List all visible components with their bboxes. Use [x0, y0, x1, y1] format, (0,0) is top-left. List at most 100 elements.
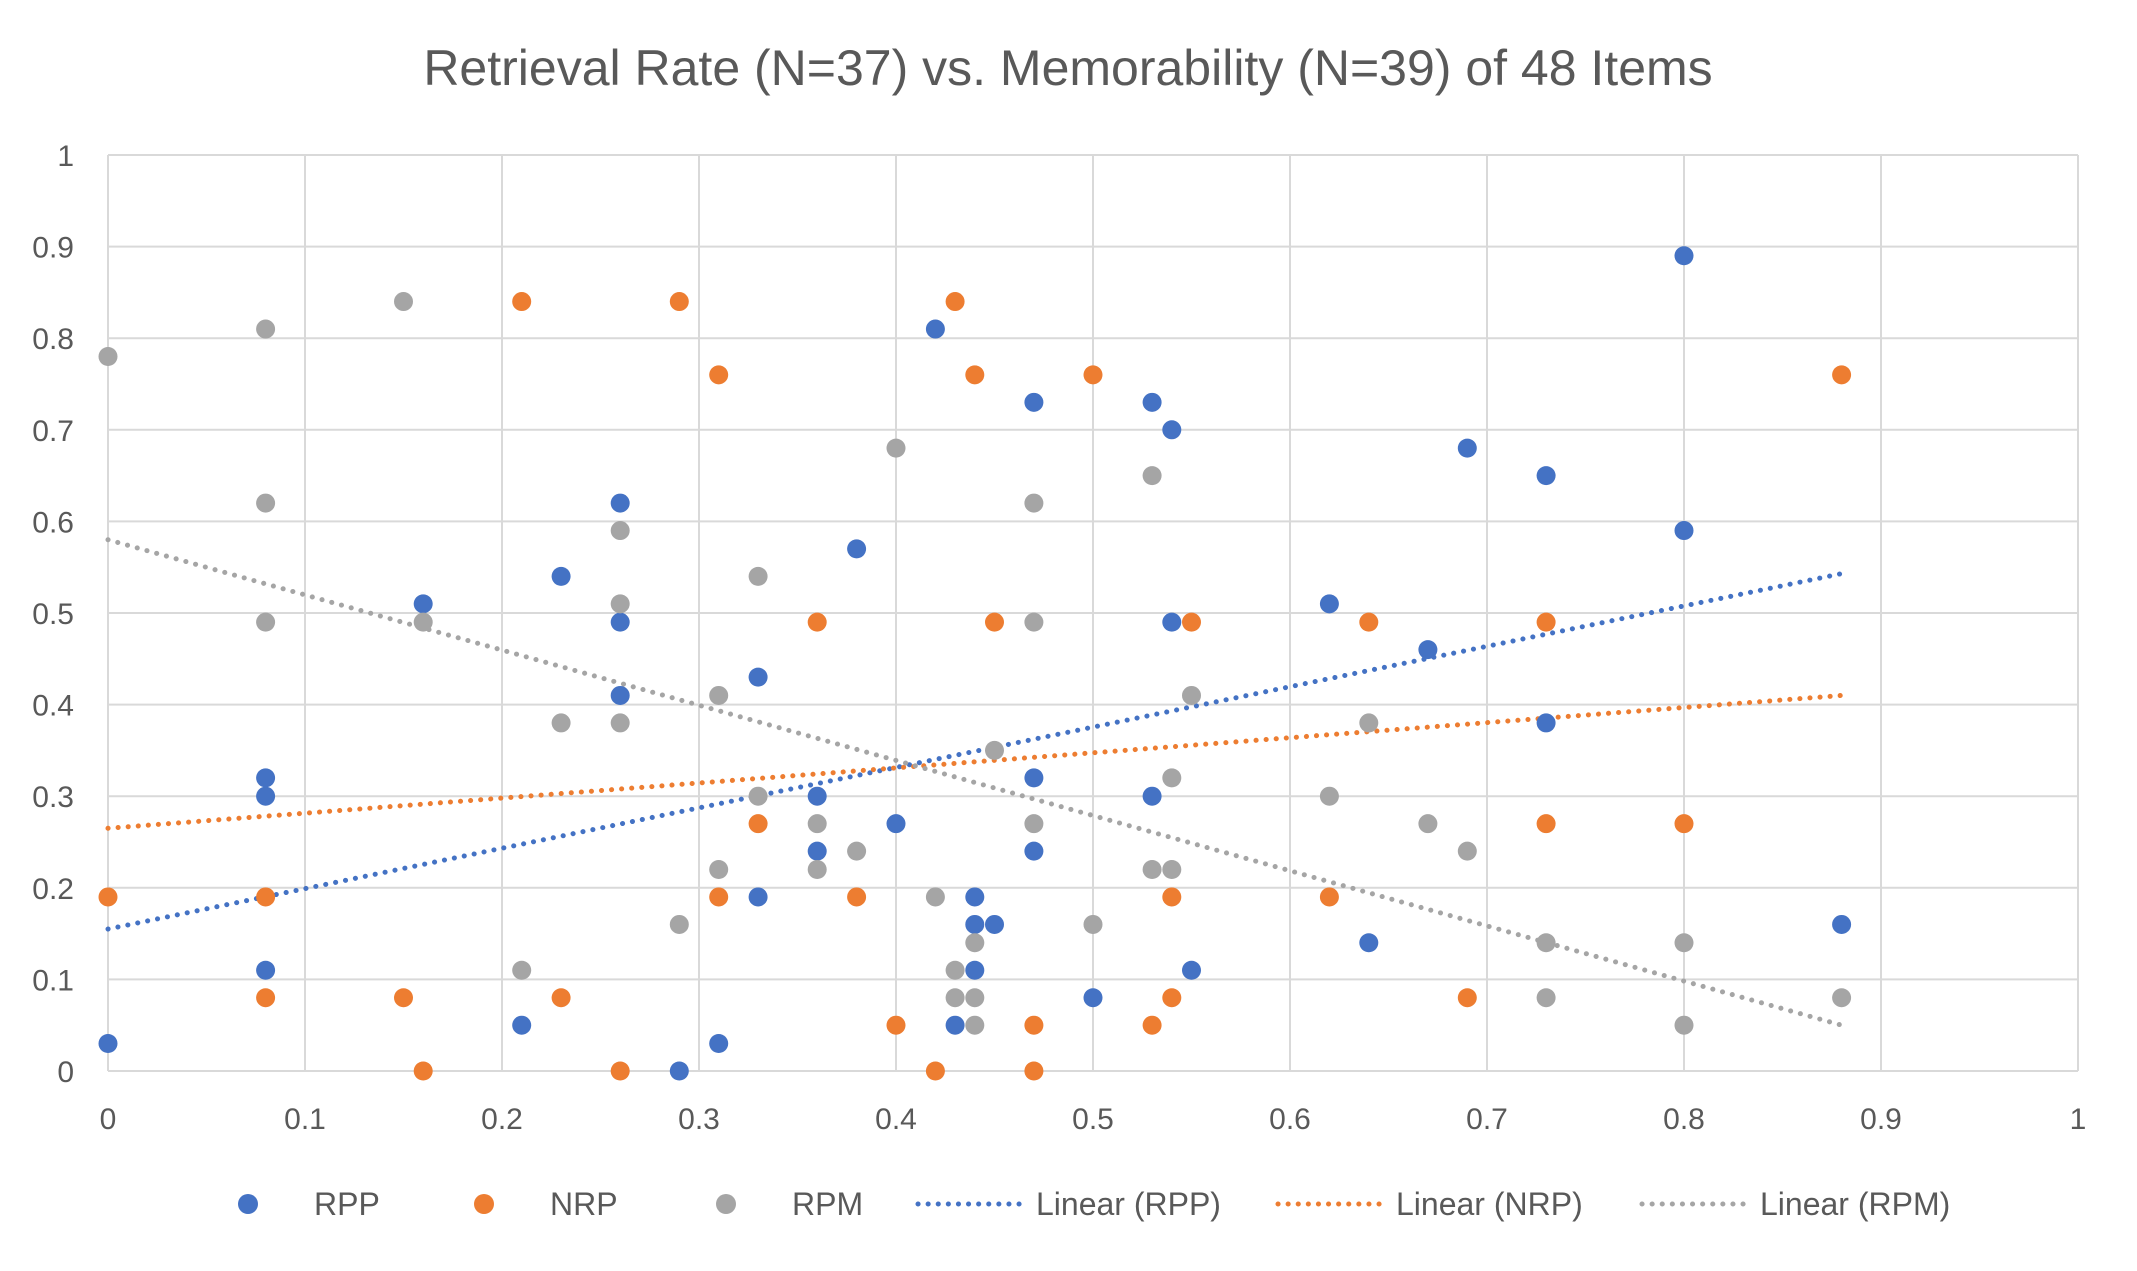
point-rpm	[945, 988, 965, 1008]
trendline-linear-nrp	[105, 692, 1845, 831]
point-rpm	[985, 740, 1004, 760]
point-nrp	[1319, 887, 1339, 907]
point-rpp	[965, 914, 985, 934]
legend: RPP NRP RPM Linear (RPP) Linear (NRP) Linear …	[238, 1186, 1950, 1222]
point-rpp	[551, 566, 571, 586]
y-tick-label: 0.6	[32, 506, 74, 539]
point-rpm	[807, 859, 827, 879]
point-rpm	[256, 493, 276, 513]
point-nrp	[1083, 365, 1103, 385]
point-rpp	[413, 594, 433, 614]
point-nrp	[394, 988, 413, 1008]
point-rpm	[256, 319, 276, 339]
point-rpp	[748, 887, 768, 907]
point-rpp	[1024, 768, 1044, 788]
y-tick-label: 0.1	[32, 964, 74, 997]
x-tick-label: 0.2	[481, 1103, 523, 1136]
legend-label: RPP	[314, 1186, 380, 1222]
point-rpm	[610, 594, 630, 614]
point-rpp	[1182, 960, 1201, 980]
point-rpp	[610, 685, 630, 705]
point-rpp	[1536, 713, 1556, 733]
point-rpm	[709, 685, 729, 705]
point-rpp	[1083, 988, 1103, 1008]
y-tick-label: 0.8	[32, 323, 74, 356]
point-rpp	[1319, 594, 1339, 614]
point-rpm	[847, 841, 867, 861]
point-nrp	[1024, 1015, 1044, 1035]
legend-label: RPM	[792, 1186, 863, 1222]
legend-item-nrp: NRP	[474, 1186, 618, 1222]
point-rpm	[1142, 859, 1162, 879]
point-nrp	[709, 365, 729, 385]
legend-label: Linear (RPP)	[1036, 1186, 1221, 1222]
point-rpp	[256, 960, 276, 980]
x-tick-label: 0.7	[1466, 1103, 1508, 1136]
point-rpp	[886, 814, 906, 834]
point-rpp	[1674, 246, 1694, 266]
legend-label: Linear (NRP)	[1396, 1186, 1583, 1222]
point-nrp	[669, 292, 689, 312]
point-rpm	[1674, 1015, 1694, 1035]
point-nrp	[709, 887, 729, 907]
point-rpp	[847, 539, 867, 559]
legend-item-trendline: Linear (NRP)	[1275, 1186, 1583, 1222]
point-nrp	[886, 1015, 906, 1035]
point-nrp	[985, 612, 1004, 632]
point-rpp	[1418, 640, 1438, 660]
legend-label: NRP	[550, 1186, 618, 1222]
point-nrp	[1457, 988, 1477, 1008]
point-rpm	[1536, 988, 1556, 1008]
point-nrp	[1182, 612, 1201, 632]
y-tick-label: 0.2	[32, 873, 74, 906]
point-rpp	[985, 914, 1004, 934]
point-nrp	[1142, 1015, 1162, 1035]
point-rpm	[1359, 713, 1379, 733]
point-rpm	[925, 887, 945, 907]
legend-item-rpp: RPP	[238, 1186, 380, 1222]
x-tick-label: 0.9	[1860, 1103, 1902, 1136]
point-rpm	[1319, 786, 1339, 806]
y-tick-label: 1	[57, 140, 74, 173]
y-tick-label: 0	[57, 1056, 74, 1089]
point-rpp	[512, 1015, 532, 1035]
point-rpp	[925, 319, 945, 339]
point-rpp	[1162, 612, 1182, 632]
point-rpm	[98, 347, 118, 367]
trendline-linear-rpp	[105, 571, 1845, 932]
point-rpm	[965, 933, 985, 953]
legend-item-rpm: RPM	[716, 1186, 863, 1222]
point-rpm	[394, 292, 413, 312]
point-nrp	[1674, 814, 1694, 834]
point-rpm	[965, 1015, 985, 1035]
legend-marker	[238, 1194, 258, 1214]
x-tick-label: 0.5	[1072, 1103, 1114, 1136]
point-rpm	[413, 612, 433, 632]
point-rpp	[965, 887, 985, 907]
point-rpm	[1024, 493, 1044, 513]
trendlines	[105, 537, 1845, 1028]
point-rpm	[1674, 933, 1694, 953]
y-tick-label: 0.5	[32, 598, 74, 631]
x-tick-label: 1	[2070, 1103, 2087, 1136]
point-rpp	[1162, 420, 1182, 440]
point-rpp	[256, 768, 276, 788]
trendline-linear-rpm	[105, 537, 1845, 1028]
x-tick-label: 0.4	[875, 1103, 917, 1136]
chart-title: Retrieval Rate (N=37) vs. Memorability (…	[423, 40, 1712, 96]
point-rpp	[1024, 841, 1044, 861]
point-rpm	[669, 914, 689, 934]
data-points	[98, 246, 1852, 1081]
point-rpp	[1832, 914, 1852, 934]
point-rpm	[256, 612, 276, 632]
point-rpp	[610, 493, 630, 513]
point-rpp	[610, 612, 630, 632]
x-tick-label: 0	[100, 1103, 117, 1136]
point-rpm	[1182, 685, 1201, 705]
point-nrp	[1536, 612, 1556, 632]
y-tick-label: 0.3	[32, 781, 74, 814]
point-nrp	[748, 814, 768, 834]
point-rpp	[1536, 466, 1556, 486]
point-rpp	[1457, 438, 1477, 458]
